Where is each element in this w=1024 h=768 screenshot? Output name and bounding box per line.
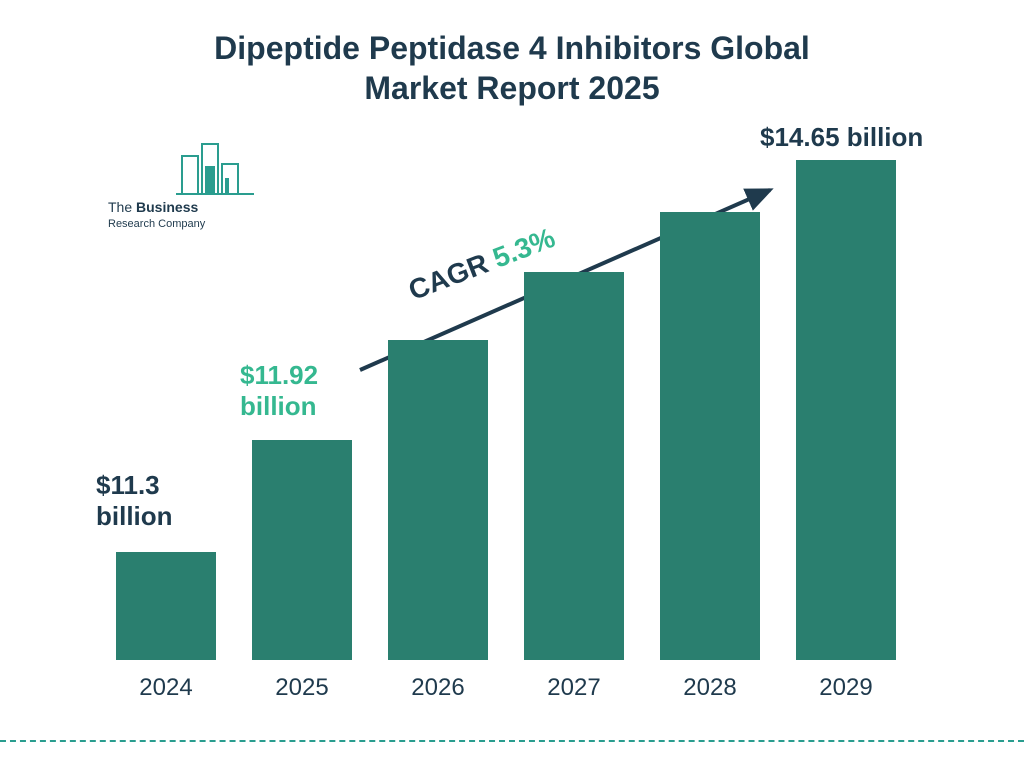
x-label-2028: 2028 bbox=[650, 674, 770, 702]
value-label-2: $14.65 billion bbox=[760, 122, 923, 153]
bar-2029 bbox=[796, 160, 896, 660]
x-label-2026: 2026 bbox=[378, 674, 498, 702]
page-divider bbox=[0, 740, 1024, 742]
bar-2028 bbox=[660, 212, 760, 660]
x-label-2025: 2025 bbox=[242, 674, 362, 702]
bar-2025 bbox=[252, 440, 352, 660]
bar-2026 bbox=[388, 340, 488, 660]
bar-2027 bbox=[524, 272, 624, 660]
x-label-2029: 2029 bbox=[786, 674, 906, 702]
x-label-2027: 2027 bbox=[514, 674, 634, 702]
value-label-1: $11.92billion bbox=[240, 360, 318, 422]
value-label-0: $11.3billion bbox=[96, 470, 173, 532]
x-label-2024: 2024 bbox=[106, 674, 226, 702]
bar-2024 bbox=[116, 552, 216, 660]
